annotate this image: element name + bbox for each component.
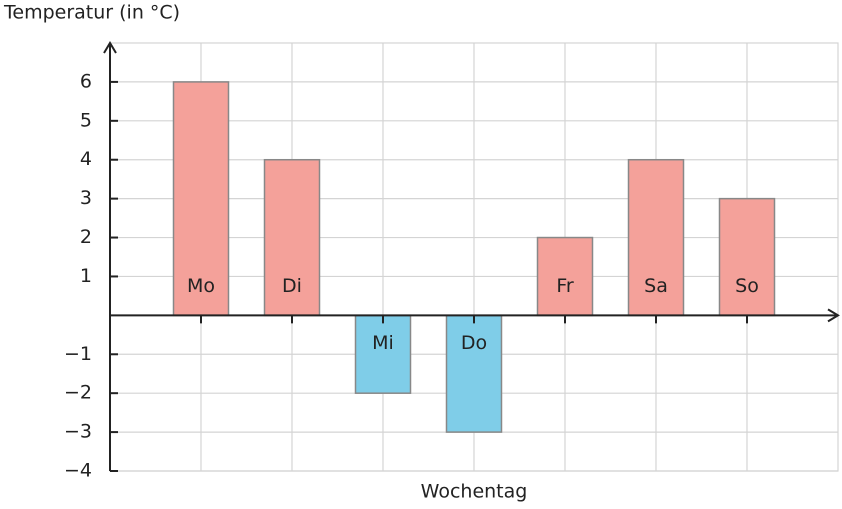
y-tick-label: −2 bbox=[64, 382, 92, 404]
bar bbox=[718, 197, 776, 317]
x-axis-arrow bbox=[827, 308, 840, 323]
y-tick-label: −4 bbox=[64, 460, 92, 482]
bar bbox=[172, 81, 230, 317]
bar bbox=[354, 314, 412, 394]
y-tick-label: 6 bbox=[80, 70, 92, 92]
bar bbox=[445, 314, 503, 433]
y-tick-label: 1 bbox=[80, 265, 92, 287]
y-tick-label: −1 bbox=[64, 343, 92, 365]
chart-title: Temperatur (in °C) bbox=[3, 2, 180, 24]
bar bbox=[627, 158, 685, 317]
category-label: Mi bbox=[372, 332, 394, 354]
category-label: Sa bbox=[644, 275, 668, 297]
category-label: Mo bbox=[187, 275, 215, 297]
category-label: So bbox=[735, 275, 759, 297]
category-label: Fr bbox=[556, 275, 574, 297]
category-label: Do bbox=[461, 332, 487, 354]
y-tick-label: −3 bbox=[64, 421, 92, 443]
x-axis-label: Wochentag bbox=[421, 481, 528, 503]
y-axis-arrow bbox=[103, 41, 117, 54]
y-tick-label: 2 bbox=[80, 226, 92, 248]
y-tick-label: 5 bbox=[80, 109, 92, 131]
y-tick-label: 4 bbox=[80, 148, 92, 170]
category-label: Di bbox=[282, 275, 302, 297]
y-tick-label: 3 bbox=[80, 187, 92, 209]
bar bbox=[536, 236, 594, 317]
